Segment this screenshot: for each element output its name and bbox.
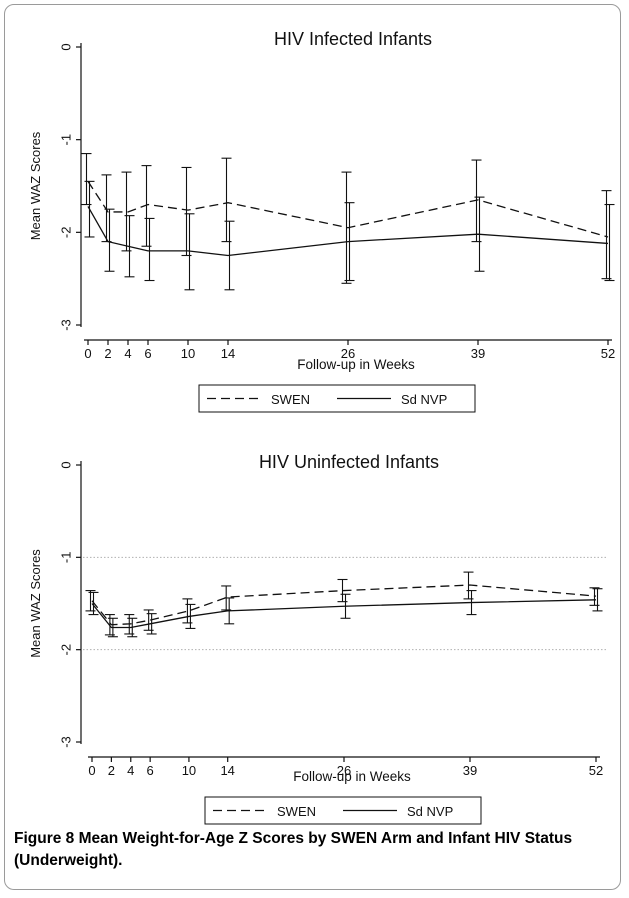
y-tick-label: -3 [58, 319, 73, 331]
x-tick-label: 14 [220, 763, 234, 778]
x-tick-label: 26 [341, 346, 355, 361]
series-line [87, 181, 609, 238]
x-tick-label: 0 [88, 763, 95, 778]
series-line [91, 584, 597, 626]
caption-text: Mean Weight-for-Age Z Scores by SWEN Arm… [14, 830, 573, 869]
x-tick-label: 39 [463, 763, 477, 778]
legend-label-swen: SWEN [277, 804, 316, 819]
x-tick-label: 4 [124, 346, 131, 361]
x-tick-label: 6 [147, 763, 154, 778]
legend-label-swen: SWEN [271, 392, 310, 407]
x-tick-label: 6 [144, 346, 151, 361]
x-tick-label: 39 [471, 346, 485, 361]
y-tick-label: -3 [58, 736, 73, 748]
x-tick-label: 10 [182, 763, 196, 778]
y-tick-label: -1 [58, 134, 73, 146]
x-axis-label: Follow-up in Weeks [297, 357, 415, 372]
legend-label-sdnvp: Sd NVP [407, 804, 453, 819]
series-line [87, 206, 609, 257]
legend: SWEN Sd NVP [204, 796, 482, 825]
series-sdnvp [84, 180, 615, 291]
caption-figure-label: Figure 8 [14, 830, 75, 847]
series-sdnvp [88, 588, 603, 638]
x-tick-label: 2 [104, 346, 111, 361]
x-tick-label: 52 [589, 763, 603, 778]
legend-label-sdnvp: Sd NVP [401, 392, 447, 407]
y-tick-label: -1 [58, 552, 73, 564]
x-tick-label: 4 [127, 763, 134, 778]
y-tick-label: 0 [58, 43, 73, 50]
chart-title: HIV Infected Infants [274, 29, 432, 49]
series-swen [85, 571, 600, 636]
y-axis-label: Mean WAZ Scores [28, 131, 43, 240]
figure-frame [4, 4, 621, 890]
chart-panel-1: HIV Infected Infants 0 -1 -2 -3 Mean WAZ Scor… [28, 29, 615, 413]
figure-caption: Figure 8 Mean Weight-for-Age Z Scores by… [14, 828, 614, 872]
chart-panel-2: HIV Uninfected Infants 0 -1 -2 -3 Mean WAZ Sc… [28, 452, 608, 825]
series-swen [81, 153, 612, 284]
figure-charts: HIV Infected Infants 0 -1 -2 -3 Mean WAZ Scor… [28, 29, 615, 825]
legend: SWEN Sd NVP [198, 384, 476, 413]
x-tick-label: 10 [181, 346, 195, 361]
y-tick-label: 0 [58, 461, 73, 468]
chart-title: HIV Uninfected Infants [259, 452, 439, 472]
x-tick-label: 2 [108, 763, 115, 778]
y-tick-label: -2 [58, 644, 73, 656]
x-axis-label: Follow-up in Weeks [293, 769, 411, 784]
series-line [91, 599, 597, 629]
x-tick-label: 52 [601, 346, 615, 361]
x-tick-label: 26 [337, 763, 351, 778]
x-tick-label: 14 [221, 346, 235, 361]
y-axis-label: Mean WAZ Scores [28, 549, 43, 658]
x-tick-label: 0 [84, 346, 91, 361]
y-tick-label: -2 [58, 227, 73, 239]
